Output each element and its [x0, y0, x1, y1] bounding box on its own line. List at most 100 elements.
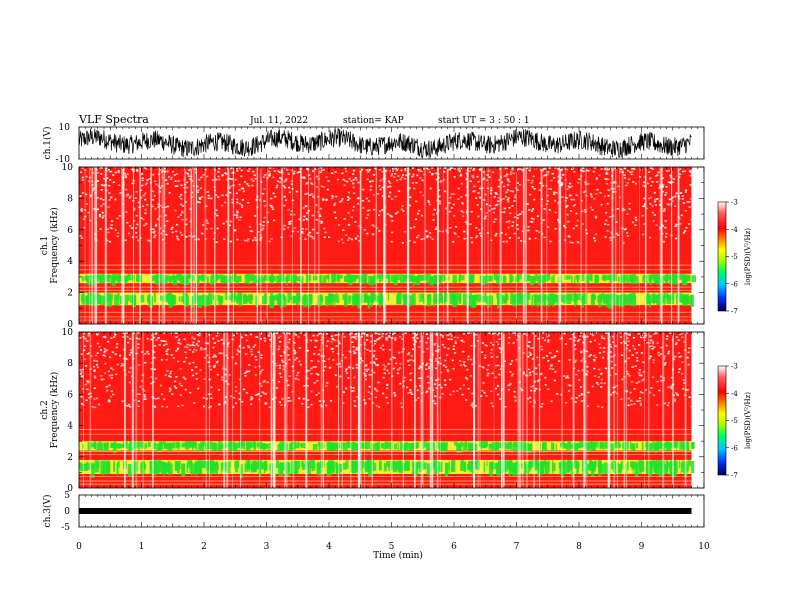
ch1-spectrogram-speckle: [282, 185, 285, 187]
ch1-spectrogram-speckle: [319, 215, 322, 218]
ch2-spectrogram-band-fill: [197, 460, 203, 474]
ch1-spectrogram-speckle: [387, 180, 390, 183]
ch1-spectrogram-speckle: [626, 235, 630, 237]
ch1-spectrogram-speckle: [257, 231, 260, 233]
ch1-spectrogram-band-fill: [371, 276, 374, 286]
ch1-spectrogram-speckle: [411, 182, 414, 184]
ch1-spectrogram-speckle: [164, 214, 167, 217]
ch2-spectrogram-speckle: [310, 360, 313, 362]
ch2-spectrogram-band-fill: [343, 462, 347, 470]
ch2-spectrogram-speckle: [426, 375, 429, 378]
ch2-spectrogram-speckle: [79, 337, 82, 339]
ch1-spectrogram-speckle: [669, 174, 672, 177]
ch2-spectrogram-band-fill: [364, 463, 369, 471]
ch2-spectrogram-band-fill: [646, 441, 649, 451]
ch2-spectrogram-speckle: [599, 347, 602, 349]
ch2-spectrogram-speckle: [670, 376, 674, 379]
ch2-spectrogram-speckle: [481, 389, 484, 392]
ch2-spectrogram-speckle: [335, 363, 338, 366]
ch2-spectrogram-speckle: [485, 394, 488, 397]
ch2-spectrogram-speckle: [113, 336, 116, 338]
ch1-spectrogram-speckle: [402, 210, 405, 212]
ch2-spectrogram-speckle: [169, 372, 172, 375]
ch1-spectrogram-speckle: [581, 210, 584, 213]
ch1-spectrogram-speckle: [591, 209, 594, 211]
ch2-spectrogram-speckle: [249, 398, 252, 401]
ch2-spectrogram-speckle: [452, 345, 455, 347]
ch2-spectrogram-speckle: [217, 340, 220, 342]
ch1-spectrogram-speckle: [155, 183, 158, 186]
ch1-spectrogram-band-fill: [457, 293, 462, 302]
ch2-spectrogram-speckle: [497, 393, 500, 396]
ch1-spectrogram-speckle: [154, 224, 158, 227]
ch1-spectrogram-speckle: [531, 179, 534, 182]
ch2-spectrogram-speckle: [635, 352, 638, 354]
ch1-spectrogram-speckle: [663, 208, 666, 210]
ch1-spectrogram-speckle: [175, 223, 179, 226]
ch2-spectrogram-speckle: [295, 357, 298, 359]
ch1-spectrogram-speckle: [268, 173, 271, 175]
ch1-spectrogram-speckle: [595, 177, 598, 179]
ch1-spectrogram-speckle: [538, 189, 541, 191]
ch1-spectrogram-speckle: [484, 193, 487, 196]
ch2-spectrogram-band-fill: [79, 462, 82, 469]
ch2-spectrogram-speckle: [595, 332, 599, 334]
ch1-spectrogram-speckle: [111, 227, 114, 230]
ch1-spectrogram-speckle: [303, 215, 306, 218]
ch1-spectrogram-band-fill: [573, 294, 578, 301]
ch2-spectrogram-speckle: [528, 368, 531, 371]
ch1-spectrogram-band-fill: [442, 296, 443, 305]
ch2-spectrogram-speckle: [297, 371, 300, 374]
ch1-spectrogram-speckle: [584, 211, 587, 213]
ch2-spectrogram-band-fill: [552, 462, 556, 472]
ch1-spectrogram-band-fill: [648, 274, 653, 281]
ch2-spectrogram-speckle: [512, 332, 515, 334]
ch1-spectrogram-speckle: [401, 174, 405, 176]
ch1-spectrogram-speckle: [490, 239, 493, 242]
ch1-spectrogram-speckle: [206, 191, 209, 193]
ch1-spectrogram-speckle: [301, 176, 304, 179]
ch1-spectrogram-speckle: [154, 180, 157, 182]
ch2-spectrogram-speckle: [155, 339, 158, 341]
ch1-spectrogram-band-fill: [609, 274, 614, 284]
ch1-spectrogram-speckle: [649, 177, 652, 180]
ch2-spectrogram-speckle: [207, 393, 210, 396]
ch2-spectrogram-speckle: [235, 332, 238, 335]
ch2-spectrogram-band-fill: [87, 441, 92, 451]
ch2-spectrogram-speckle: [116, 363, 119, 366]
ch1-spectrogram-speckle: [494, 192, 497, 194]
ch1-spectrogram-speckle: [379, 179, 382, 182]
ch1-spectrogram-band-fill: [344, 275, 350, 283]
ch2-spectrogram-speckle: [293, 341, 296, 344]
ch2-spectrogram-speckle: [382, 364, 385, 366]
ch1-spectrogram-speckle: [504, 233, 508, 236]
ch1-spectrogram-speckle: [468, 170, 471, 172]
ch1-spectrogram-speckle: [305, 183, 308, 185]
ch1-spectrogram-speckle: [166, 182, 169, 185]
ch2-spectrogram-speckle: [177, 339, 180, 342]
ch2-spectrogram-speckle: [628, 349, 631, 352]
ch2-spectrogram-speckle: [366, 349, 369, 351]
ch1-spectrogram-speckle: [225, 194, 228, 196]
ch2-spectrogram-speckle: [466, 332, 469, 334]
ch1-spectrogram-speckle: [568, 236, 571, 238]
ch2-spectrogram-speckle: [616, 392, 619, 395]
ch1-spectrogram-speckle: [236, 170, 239, 172]
ch2-spectrogram-speckle: [420, 377, 423, 379]
ch1-spectrogram-speckle: [464, 221, 467, 223]
ch1-spectrogram-speckle: [453, 215, 456, 217]
ch1-spectrogram-band-fill: [292, 296, 296, 303]
ch1-spectrogram-band-fill: [264, 274, 267, 281]
ch1-spectrogram-speckle: [649, 196, 653, 199]
ch1-spectrogram-speckle: [365, 217, 368, 219]
ch2-spectrogram-speckle: [592, 334, 595, 337]
ch2-spectrogram-speckle: [177, 342, 180, 344]
ch1-spectrogram-speckle: [397, 190, 401, 192]
ch1-spectrogram-speckle: [395, 169, 398, 172]
ch1-spectrogram-speckle: [590, 193, 593, 196]
ch2-spectrogram-speckle: [567, 377, 570, 379]
ch2-spectrogram-speckle: [348, 350, 351, 352]
ch1-spectrogram-band-fill: [683, 296, 688, 306]
ch1-spectrogram-speckle: [563, 239, 567, 241]
ch1-spectrogram-speckle: [101, 211, 104, 214]
